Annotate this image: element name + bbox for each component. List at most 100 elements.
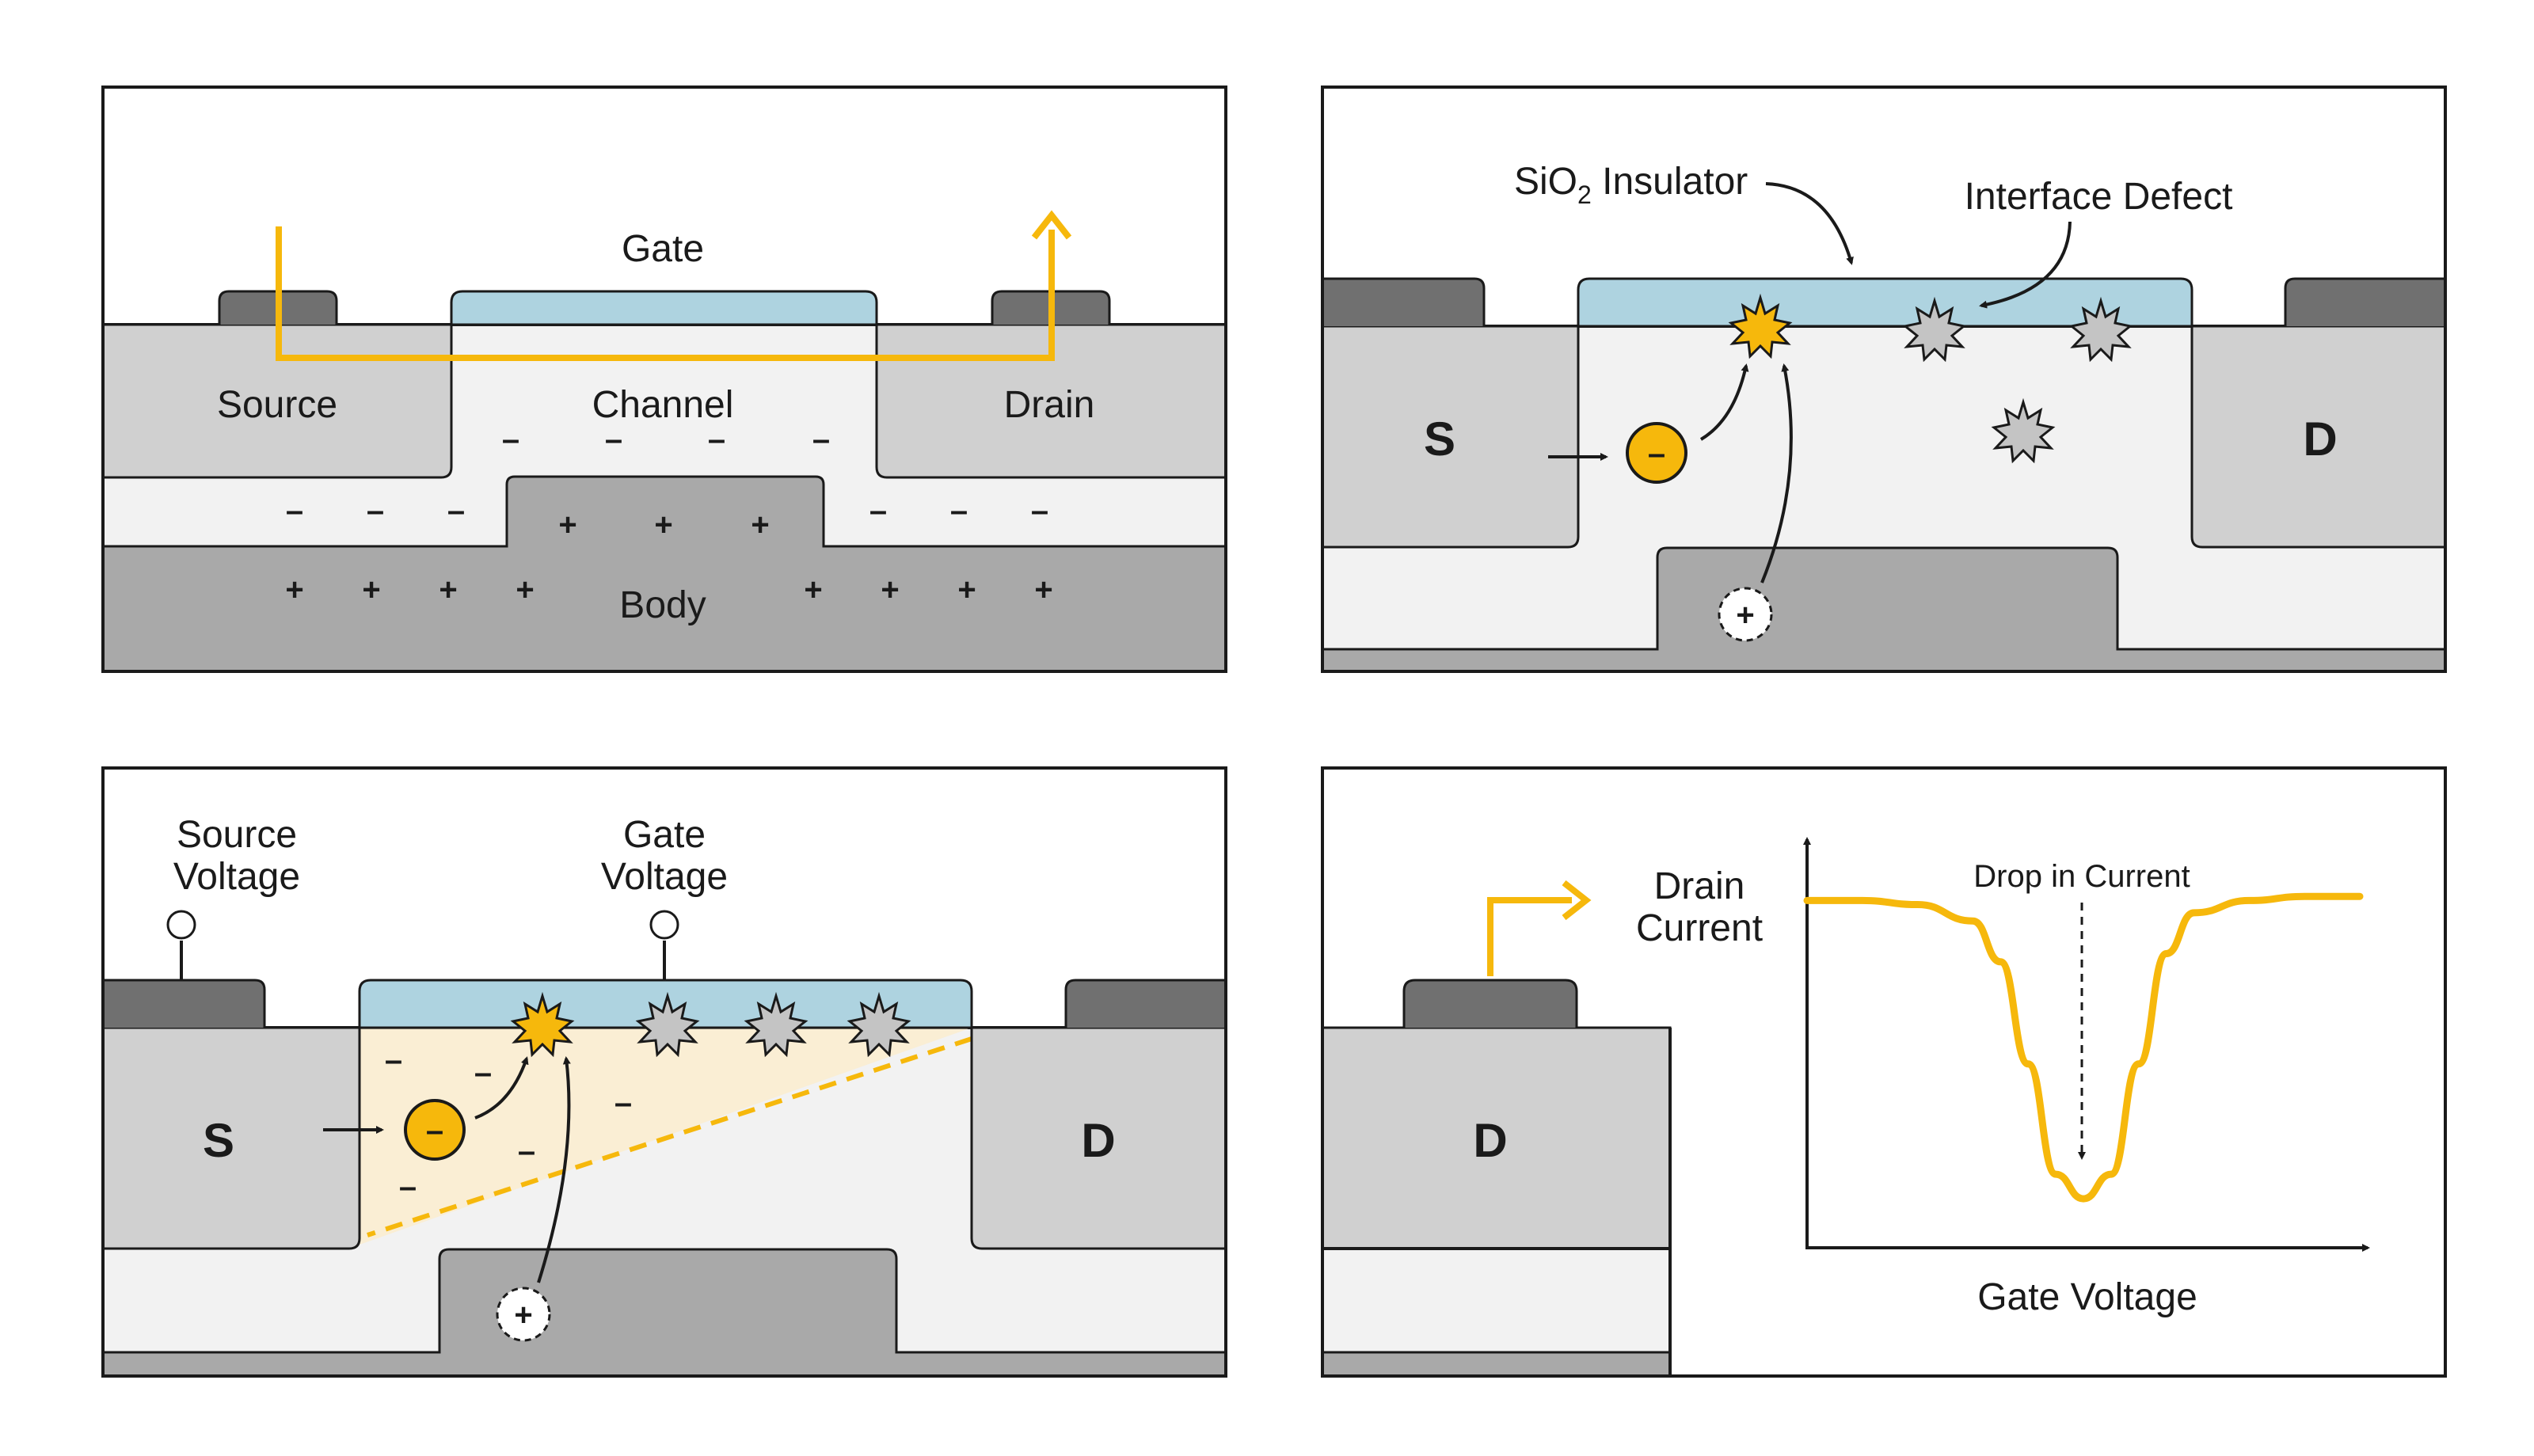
- svg-text:+: +: [285, 572, 303, 607]
- defect-star: [1902, 296, 1967, 363]
- hole-trap-arrow: [537, 1056, 571, 1283]
- svg-text:+: +: [804, 572, 822, 607]
- defect-star: [1991, 397, 2056, 464]
- channel-minus-charges: – – – –: [502, 422, 830, 457]
- body-region: [101, 475, 1227, 673]
- source-voltage-terminal: [166, 910, 196, 940]
- electron: [404, 1099, 466, 1161]
- panel-mosfet-overview: Gate Source Channel Drain Body – – – – –…: [101, 86, 1227, 673]
- svg-text:–: –: [950, 493, 968, 528]
- svg-text:–: –: [1648, 436, 1665, 471]
- svg-text:–: –: [502, 422, 519, 457]
- drain-current-curve: [1803, 892, 2364, 1203]
- source-label: S: [1424, 412, 1455, 466]
- svg-text:–: –: [869, 493, 887, 528]
- defect-active: [510, 991, 575, 1058]
- drain-region: [2190, 325, 2447, 549]
- drain-region: [970, 1026, 1227, 1250]
- panel-voltage-bias: Source Voltage Gate Voltage – – – – – S …: [101, 766, 1227, 1378]
- electron-trap-arrow: [474, 1056, 529, 1120]
- svg-text:–: –: [399, 1169, 417, 1204]
- svg-text:Voltage: Voltage: [601, 856, 728, 898]
- svg-text:+: +: [439, 572, 457, 607]
- panel-interface-defect: SiO2 Insulator Interface Defect S D – +: [1321, 86, 2447, 673]
- svg-text:–: –: [605, 422, 622, 457]
- defect-star: [2068, 296, 2133, 363]
- svg-text:+: +: [957, 572, 976, 607]
- defect-active: [1728, 293, 1793, 359]
- source-contact: [1321, 277, 1486, 326]
- source-region: [1321, 325, 1580, 549]
- drain-label: D: [1081, 1114, 1115, 1167]
- hole: [1718, 587, 1773, 642]
- x-axis-label: Gate Voltage: [1977, 1276, 2197, 1318]
- svg-text:+: +: [516, 572, 534, 607]
- svg-text:–: –: [426, 1113, 443, 1148]
- sio2-pointer-arrow: [1765, 182, 1854, 265]
- gate-voltage-terminal: [649, 910, 679, 940]
- svg-text:+: +: [751, 508, 769, 542]
- defect-pointer-arrow: [1979, 221, 2072, 309]
- defect-star: [847, 991, 911, 1058]
- defect-star: [744, 991, 809, 1058]
- svg-text:–: –: [385, 1043, 402, 1078]
- svg-text:–: –: [708, 422, 725, 457]
- drain-current-output-arrow: [1487, 897, 1572, 976]
- drain-contact: [2284, 277, 2447, 326]
- svg-text:–: –: [1031, 493, 1048, 528]
- svg-text:–: –: [474, 1055, 492, 1090]
- defect-star: [635, 991, 700, 1058]
- gate-voltage-label: Gate: [623, 814, 706, 856]
- source-region: [101, 1026, 361, 1250]
- depletion-minus-charges: – – – – –: [385, 1043, 632, 1204]
- svg-text:–: –: [614, 1085, 632, 1120]
- svg-text:+: +: [654, 508, 672, 542]
- body-region: [101, 1248, 1227, 1378]
- svg-text:–: –: [812, 422, 830, 457]
- svg-text:+: +: [514, 1298, 532, 1332]
- drain-label: D: [2303, 412, 2337, 466]
- svg-text:+: +: [1034, 572, 1052, 607]
- source-voltage-label: Source: [177, 814, 297, 856]
- body-label: Body: [619, 584, 706, 626]
- svg-text:Voltage: Voltage: [173, 856, 300, 898]
- interface-defect-label: Interface Defect: [1965, 176, 2233, 218]
- svg-text:+: +: [558, 508, 576, 542]
- svg-text:–: –: [367, 493, 384, 528]
- hole: [496, 1287, 551, 1342]
- body-region: [1321, 546, 2447, 673]
- body-plus-charges: + + + + + + + + + + +: [285, 508, 1052, 607]
- depletion-boundary: [367, 1036, 972, 1237]
- source-contact: [103, 979, 266, 1028]
- drain-contact: [1402, 979, 1578, 1028]
- svg-text:+: +: [1736, 598, 1754, 633]
- svg-text:+: +: [881, 572, 899, 607]
- depletion-minus-charges: – – – – – –: [286, 493, 1048, 528]
- drain-contact: [1064, 979, 1226, 1028]
- svg-text:Current: Current: [1636, 907, 1763, 949]
- source-region: [101, 323, 453, 479]
- electron-trap-arrow: [1699, 363, 1749, 441]
- svg-text:–: –: [447, 493, 465, 528]
- drain-current-label: Drain: [1654, 865, 1745, 907]
- gate-oxide: [450, 290, 878, 326]
- drain-label: D: [1473, 1114, 1507, 1167]
- drop-in-current-label: Drop in Current: [1973, 859, 2190, 894]
- current-path-arrow: [276, 226, 1055, 361]
- hole-trap-arrow: [1760, 363, 1793, 584]
- electron: [1626, 422, 1687, 484]
- channel-label: Channel: [592, 384, 734, 426]
- panel-drain-current-chart: D Drain Current Drop in Current Gate Vol…: [1321, 766, 2447, 1378]
- body-strip: [1321, 1351, 1672, 1378]
- gate-label: Gate: [622, 228, 704, 270]
- sio2-label: SiO2 Insulator: [1514, 161, 1748, 209]
- source-label: S: [203, 1114, 234, 1167]
- svg-text:–: –: [518, 1134, 535, 1169]
- gate-oxide: [1577, 277, 2193, 328]
- drain-region: [875, 323, 1227, 479]
- svg-text:+: +: [362, 572, 380, 607]
- source-label: Source: [217, 384, 337, 426]
- drain-label: Drain: [1004, 384, 1095, 426]
- svg-text:–: –: [286, 493, 303, 528]
